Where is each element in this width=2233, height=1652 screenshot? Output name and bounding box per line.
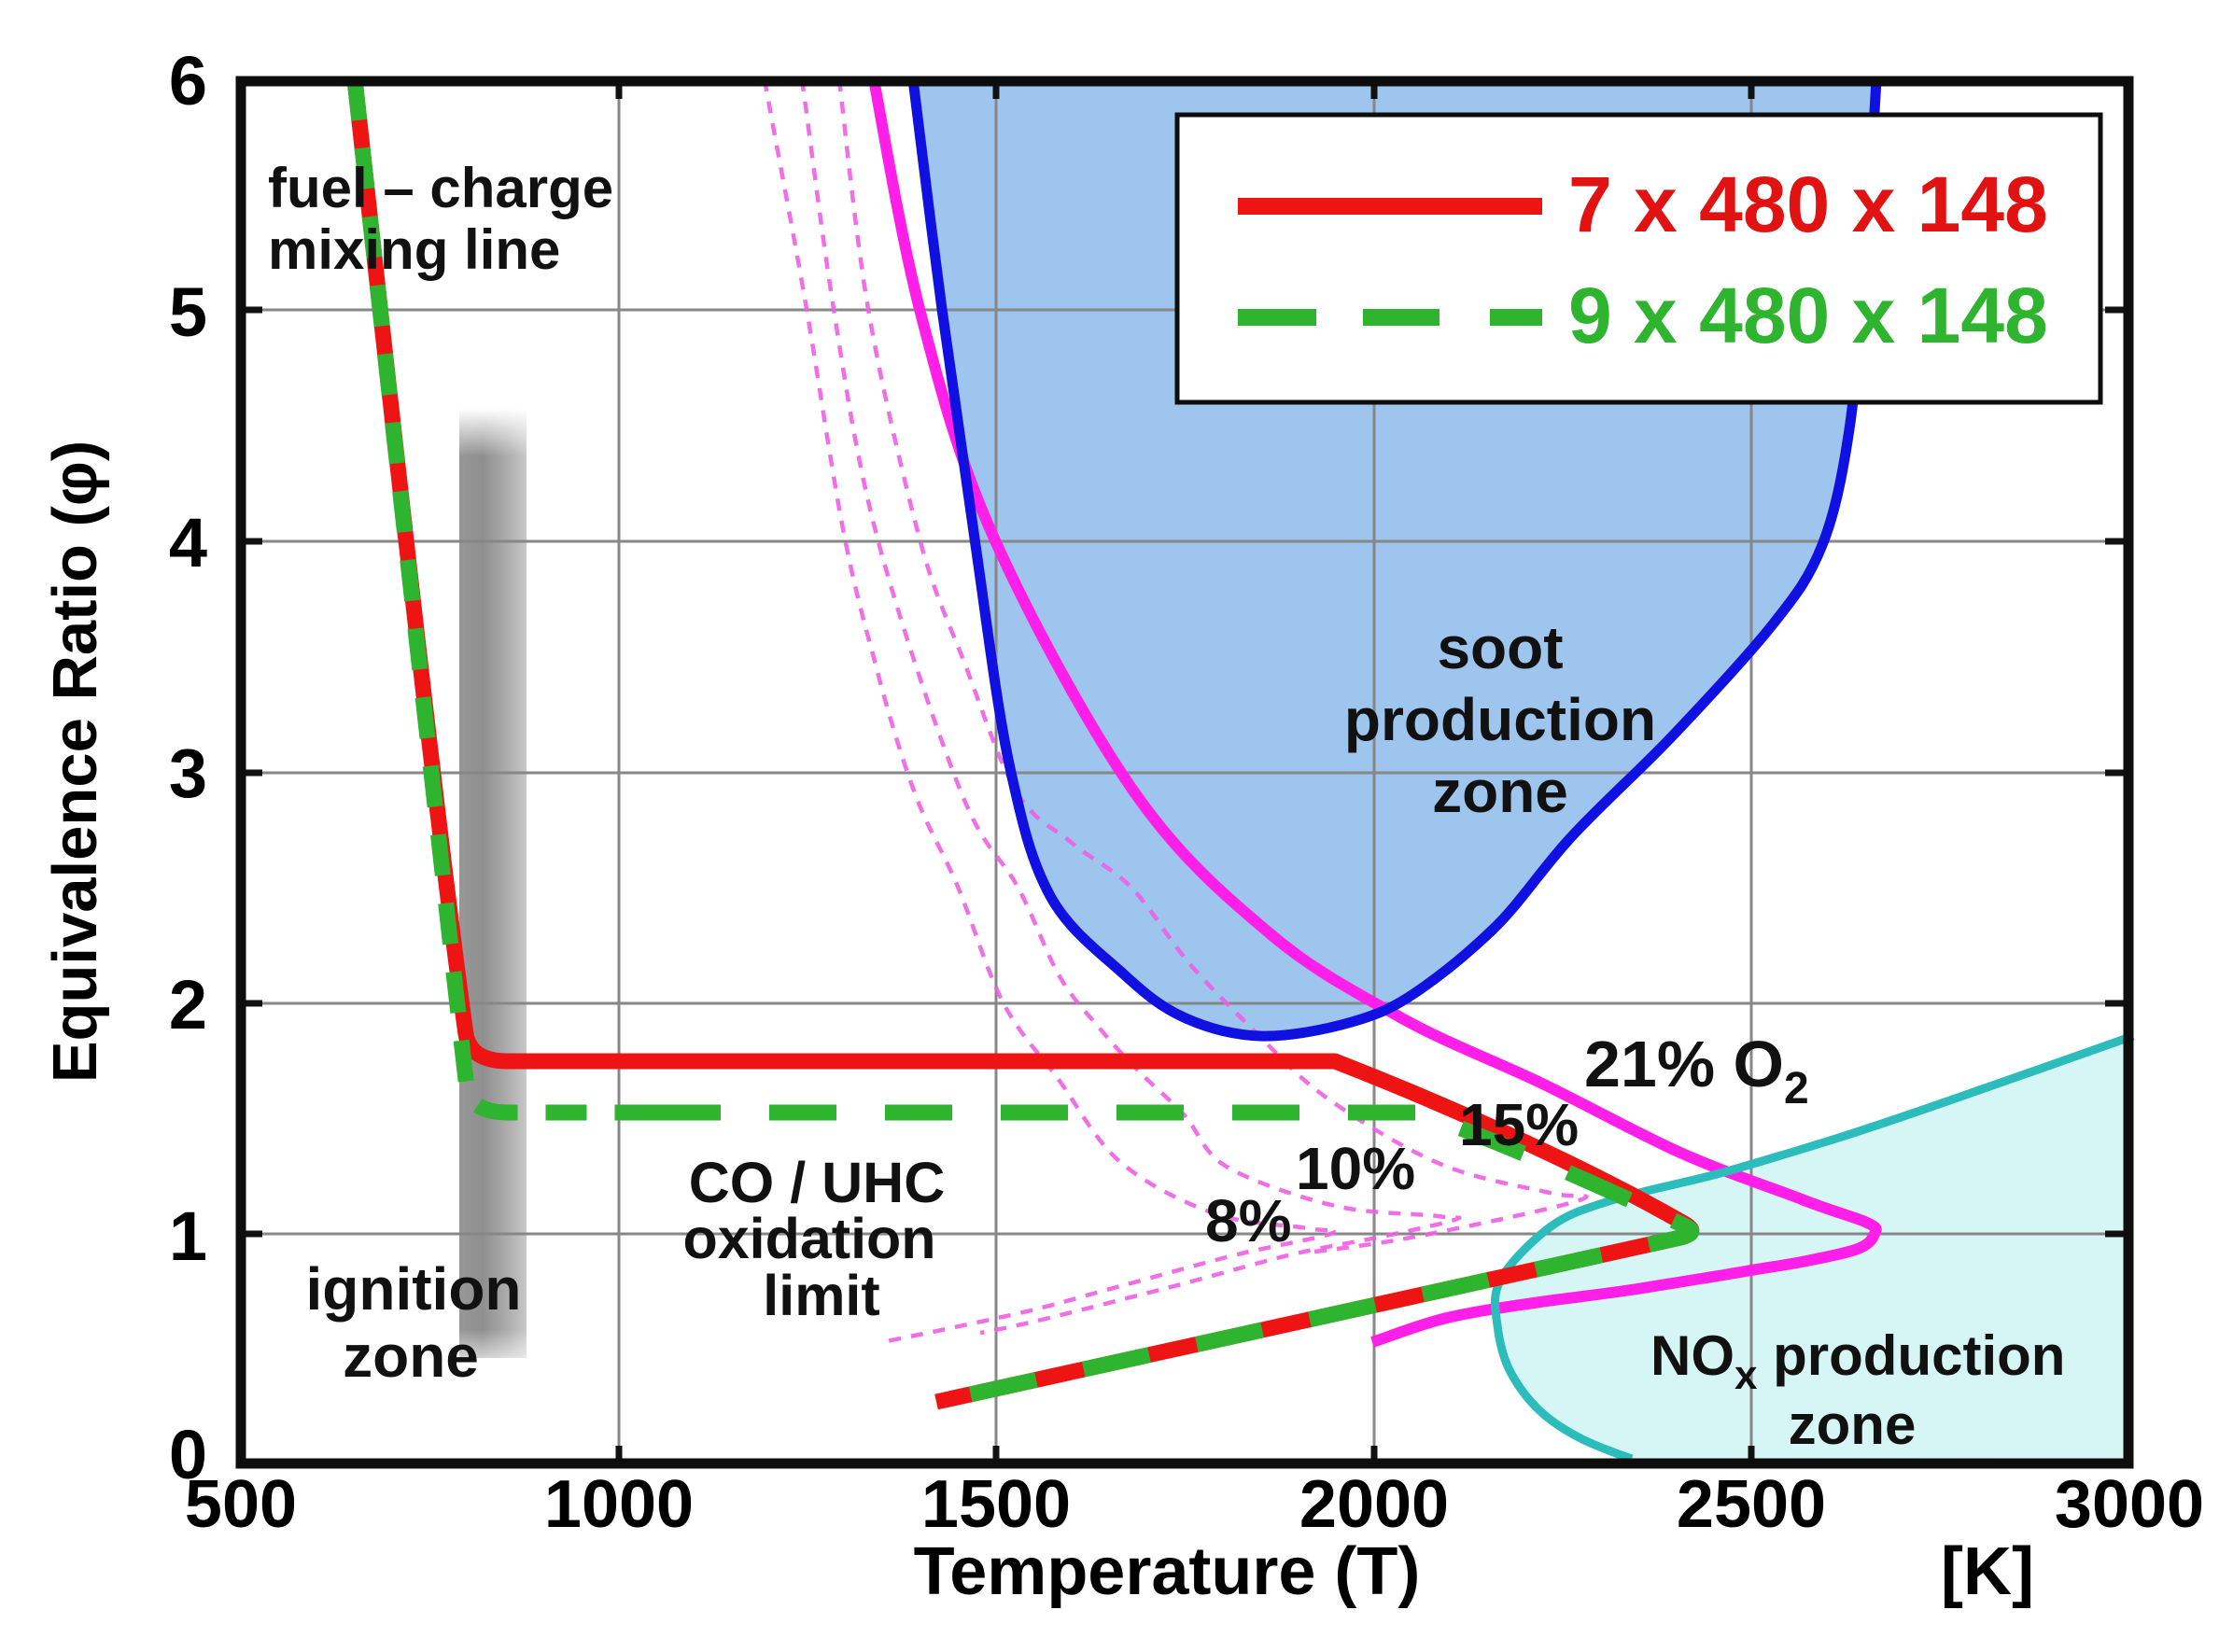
svg-text:production: production [1344,686,1656,753]
svg-text:21% O2: 21% O2 [1584,1028,1809,1113]
svg-text:2000: 2000 [1299,1467,1449,1542]
svg-text:3: 3 [169,735,207,812]
svg-text:ignition: ignition [305,1255,521,1323]
svg-text:5: 5 [169,273,207,351]
svg-text:1000: 1000 [544,1467,694,1542]
svg-text:zone: zone [1789,1393,1917,1456]
svg-text:1: 1 [169,1197,207,1275]
svg-text:7 x 480 x 148: 7 x 480 x 148 [1568,161,2048,248]
svg-text:CO / UHC: CO / UHC [689,1151,946,1214]
svg-text:mixing line: mixing line [268,218,560,281]
svg-text:limit: limit [763,1264,879,1327]
svg-text:zone: zone [1432,758,1568,825]
svg-text:NOx production: NOx production [1650,1324,2065,1398]
svg-text:soot: soot [1437,614,1563,681]
svg-text:8%: 8% [1205,1187,1292,1254]
svg-text:4: 4 [169,504,207,581]
svg-text:1500: 1500 [921,1467,1071,1542]
svg-text:3000: 3000 [2055,1467,2204,1542]
svg-text:Temperature (T): Temperature (T) [914,1534,1421,1609]
svg-text:fuel – charge: fuel – charge [268,157,613,219]
svg-text:6: 6 [169,42,207,119]
svg-text:9 x 480 x 148: 9 x 480 x 148 [1568,272,2048,359]
svg-text:0: 0 [169,1416,207,1493]
svg-text:Equivalence Ratio (φ): Equivalence Ratio (φ) [40,441,110,1083]
svg-text:oxidation: oxidation [682,1207,935,1270]
svg-text:500: 500 [185,1467,297,1542]
svg-text:2500: 2500 [1677,1467,1826,1542]
svg-text:2: 2 [169,966,207,1043]
svg-text:zone: zone [343,1323,479,1390]
svg-text:15%: 15% [1459,1091,1579,1158]
svg-text:[K]: [K] [1941,1534,2034,1609]
svg-text:10%: 10% [1296,1135,1415,1202]
